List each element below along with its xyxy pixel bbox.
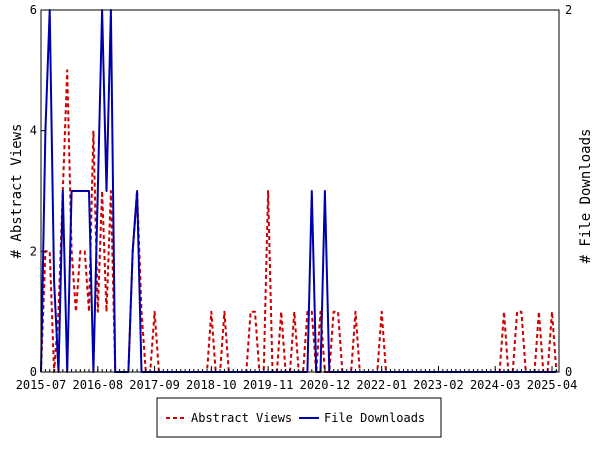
- y-left-tick-label: 4: [30, 124, 37, 138]
- y-left-tick-label: 0: [30, 365, 37, 379]
- x-tick-label: 2019-11: [243, 378, 294, 392]
- plot-area-frame: [40, 9, 560, 373]
- y-left-tick-label: 6: [30, 3, 37, 17]
- y-axis-right-title: # File Downloads: [578, 129, 594, 264]
- x-tick-label: 2018-10: [186, 378, 237, 392]
- x-tick-label: 2023-02: [413, 378, 464, 392]
- y-left-tick-label: 2: [30, 244, 37, 258]
- x-tick-label: 2020-12: [300, 378, 351, 392]
- x-tick-label: 2025-04: [527, 378, 578, 392]
- y-right-tick-label: 2: [565, 3, 572, 17]
- series-line-abstract-views: [40, 69, 558, 373]
- x-tick-label: 2016-08: [72, 378, 123, 392]
- x-tick-label: 2015-07: [16, 378, 67, 392]
- legend-label-file-downloads: File Downloads: [324, 411, 425, 425]
- x-tick-label: 2024-03: [470, 378, 521, 392]
- series-layer: [40, 9, 558, 373]
- x-tick-label: 2017-09: [129, 378, 180, 392]
- series-line-file-downloads: [40, 9, 557, 373]
- legend: Abstract Views File Downloads: [156, 397, 442, 438]
- y-axis-left-title: # Abstract Views: [9, 124, 25, 259]
- legend-label-abstract-views: Abstract Views: [191, 411, 292, 425]
- x-tick-label: 2022-01: [356, 378, 407, 392]
- axis-layer: 2015-07 2016-08 2017-09 2018-10 2019-11 2020-…: [16, 3, 578, 392]
- y-right-tick-label: 0: [565, 365, 572, 379]
